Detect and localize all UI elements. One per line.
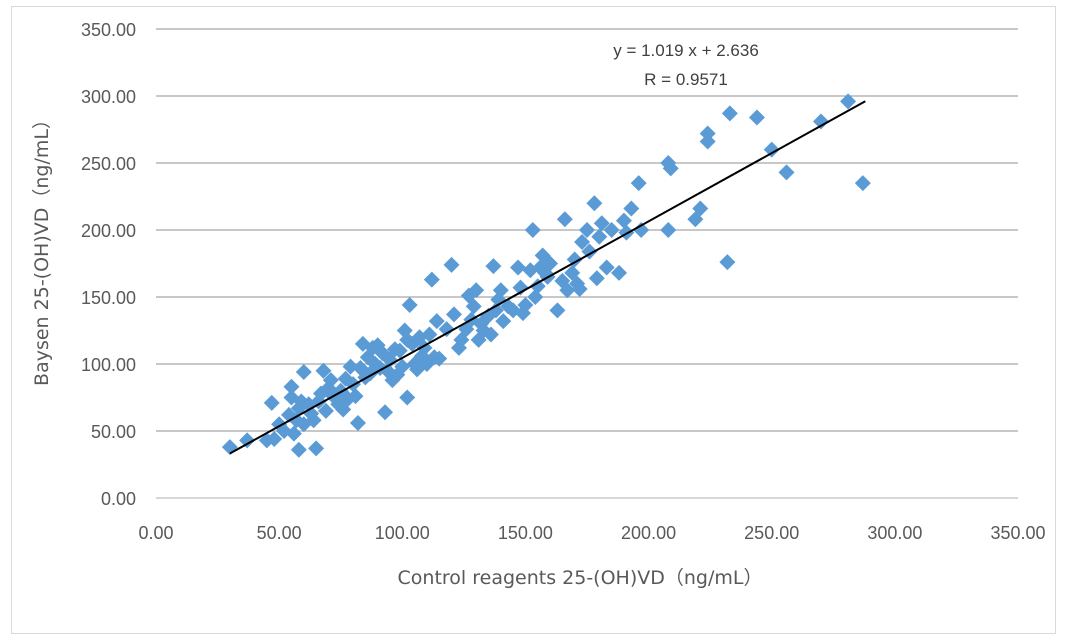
data-point: [308, 440, 325, 457]
data-point: [492, 282, 509, 299]
data-point: [391, 342, 408, 359]
data-point: [699, 125, 716, 142]
data-point: [633, 222, 650, 238]
data-point: [431, 350, 448, 367]
data-point: [593, 215, 610, 232]
x-tick-label: 150.00: [498, 523, 553, 543]
data-point: [574, 234, 591, 251]
x-tick-label: 250.00: [744, 523, 799, 543]
data-point: [840, 93, 857, 110]
data-point: [542, 255, 559, 272]
data-point: [603, 222, 620, 238]
data-point: [322, 372, 339, 389]
x-tick-label: 350.00: [990, 523, 1045, 543]
data-point: [615, 212, 632, 229]
y-tick-label: 50.00: [91, 422, 136, 442]
data-point: [556, 211, 573, 228]
data-point: [399, 389, 416, 406]
x-tick-labels: 0.00 50.00 100.00 150.00 200.00 250.00 300.00 3…: [138, 523, 1045, 543]
data-point: [854, 175, 871, 192]
y-tick-label: 300.00: [81, 87, 136, 107]
data-point: [468, 282, 485, 299]
data-point: [443, 256, 460, 273]
data-point: [549, 302, 566, 319]
data-point: [377, 404, 394, 421]
y-tick-label: 100.00: [81, 355, 136, 375]
data-point: [699, 133, 716, 150]
data-point: [510, 259, 527, 276]
data-point: [487, 302, 504, 319]
data-point: [290, 441, 307, 458]
y-tick-label: 150.00: [81, 288, 136, 308]
data-point: [721, 105, 738, 122]
data-point: [401, 297, 418, 314]
data-point: [591, 228, 608, 245]
data-point: [263, 394, 280, 411]
data-point: [349, 414, 366, 431]
data-point: [611, 264, 628, 281]
data-point: [588, 270, 605, 287]
data-point: [623, 200, 640, 217]
data-point: [517, 297, 534, 314]
data-point: [285, 425, 302, 442]
data-point: [347, 388, 364, 405]
x-tick-label: 0.00: [138, 523, 173, 543]
trendline-equation: y = 1.019 x + 2.636: [613, 41, 759, 60]
data-point: [662, 160, 679, 177]
data-point: [527, 289, 544, 305]
x-axis-title: Control reagents 25-(OH)VD（ng/mL）: [398, 567, 763, 589]
data-point: [305, 412, 322, 429]
y-axis-title: Baysen 25-(OH)VD（ng/mL）: [31, 110, 53, 386]
data-point: [283, 378, 300, 395]
data-point: [579, 222, 595, 238]
data-point: [586, 195, 603, 212]
data-point: [482, 326, 499, 343]
data-point: [748, 109, 765, 126]
data-point: [630, 175, 647, 192]
x-tick-label: 100.00: [375, 523, 430, 543]
data-point: [295, 364, 312, 381]
data-points: [221, 93, 871, 458]
data-point: [428, 313, 445, 330]
x-tick-label: 50.00: [257, 523, 302, 543]
data-point: [660, 222, 677, 238]
data-point: [485, 258, 502, 275]
data-point: [778, 164, 795, 181]
chart-frame: [11, 6, 1056, 634]
data-point: [317, 402, 334, 419]
data-point: [763, 141, 780, 158]
data-point: [342, 358, 359, 375]
y-tick-label: 200.00: [81, 221, 136, 241]
data-point: [266, 431, 283, 448]
data-point: [719, 254, 736, 271]
data-point: [421, 326, 438, 343]
data-point: [529, 278, 546, 295]
data-point: [598, 259, 615, 276]
x-tick-label: 200.00: [621, 523, 676, 543]
data-point: [812, 113, 829, 130]
correlation-coefficient: R = 0.9571: [644, 70, 728, 89]
data-point: [559, 282, 576, 299]
data-point: [524, 222, 541, 238]
data-point: [692, 200, 709, 217]
data-point: [465, 298, 482, 315]
data-point: [495, 313, 512, 330]
data-point: [394, 358, 411, 375]
x-tick-label: 300.00: [867, 523, 922, 543]
data-point: [239, 432, 256, 449]
data-point: [571, 280, 588, 297]
data-point: [315, 362, 332, 379]
data-point: [446, 306, 463, 323]
trendline: [229, 100, 866, 455]
y-tick-label: 250.00: [81, 154, 136, 174]
y-tick-label: 0.00: [101, 489, 136, 509]
data-point: [438, 321, 455, 338]
y-tick-labels: 0.00 50.00 100.00 150.00 200.00 250.00 300.00 3…: [81, 20, 136, 509]
data-point: [423, 271, 440, 288]
y-tick-label: 350.00: [81, 20, 136, 40]
data-point: [512, 279, 529, 296]
